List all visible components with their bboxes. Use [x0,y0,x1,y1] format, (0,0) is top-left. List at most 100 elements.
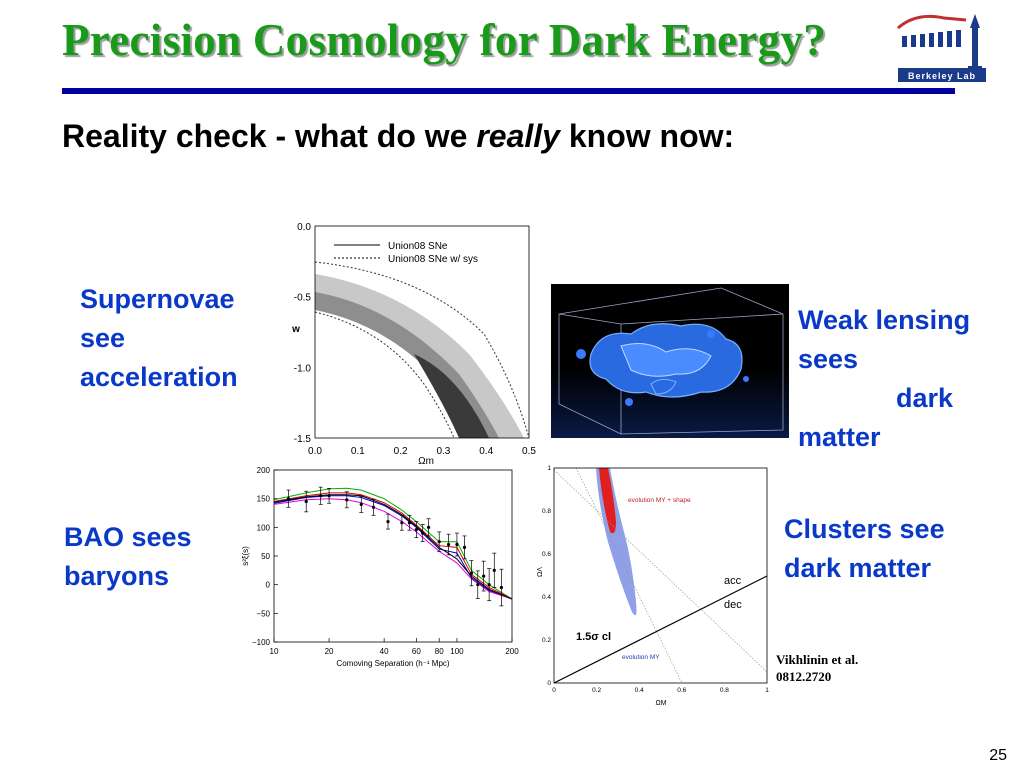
y-tick-label: −50 [256,609,270,618]
subtitle-emphasis: really [476,118,560,154]
y-tick-label: 150 [257,495,271,504]
supernovae-contour-chart: 0.0 0.1 0.2 0.3 0.4 0.5 0.0 -0.5 -1.0 -1.5 Ωm w Unio… [284,214,539,471]
model-curve [274,495,512,600]
title-rule [62,88,955,94]
y-tick-label: 50 [261,552,270,561]
subtitle-text: Reality check - what do we [62,118,477,154]
x-axis-label: Comoving Separation (h⁻¹ Mpc) [336,659,449,668]
data-point [462,545,467,549]
x-tick-label: 0.1 [351,446,365,457]
x-tick-label: 80 [435,647,444,656]
bao-correlation-chart: 10 20 40 60 80 100 200 200 150 100 50 0 −50 −100 Comov… [238,462,522,677]
citation-line: Vikhlinin et al. [776,652,859,667]
x-tick-label: 0.2 [592,687,601,694]
x-tick-label: 100 [450,647,464,656]
y-axis-label: s²ξ(s) [241,546,250,566]
y-tick-label: 0.2 [542,637,551,644]
legend-entry: evolution MY + shape [628,497,691,504]
data-point [286,497,291,501]
y-axis-label: ΩΛ [537,567,544,577]
dark-matter-blobs [576,323,749,406]
y-tick-label: 0.6 [542,551,551,558]
x-tick-label: 0.5 [522,446,536,457]
x-tick-label: 0.0 [308,446,322,457]
label-line: Supernovae [80,284,235,314]
data-point [345,498,349,502]
berkeley-lab-logo: Berkeley Lab [896,10,988,84]
label-line: BAO sees [64,522,192,552]
slide-subtitle: Reality check - what do we really know n… [62,118,734,155]
page-number: 25 [989,747,1007,764]
label-line: Weak lensing [798,305,971,335]
y-tick-label: 200 [257,466,271,475]
data-point [319,494,323,498]
weak-lensing-image [551,284,789,438]
x-tick-label: 40 [380,647,389,656]
x-axis-label: ΩM [655,700,666,707]
data-point [476,583,480,587]
y-tick-label: 0.4 [542,594,551,601]
y-tick-label: 0.8 [542,508,551,515]
bao-label: BAO sees baryons [64,518,192,596]
x-tick-label: 20 [325,647,334,656]
sys-contour-outer [315,261,529,438]
data-point [426,525,431,529]
citation: Vikhlinin et al. 0812.2720 [776,651,858,685]
label-line: dark matter [784,553,932,583]
x-tick-label: 0.2 [394,446,408,457]
data-point [359,502,363,506]
citation-line: 0812.2720 [776,669,832,684]
data-point [499,585,503,590]
slide-title: Precision Cosmology for Dark Energy? [62,15,827,65]
data-point [371,505,376,509]
x-axis-label: Ωm [418,456,434,466]
weak-lensing-label: Weak lensing sees dark matter [798,301,970,457]
x-tick-label: 0.4 [635,687,644,694]
x-tick-label: 0 [552,687,556,694]
x-tick-label: 0.8 [720,687,729,694]
data-point [327,494,331,498]
data-point [469,571,474,575]
annotation-confidence: 1.5σ cl [576,631,611,643]
x-tick-label: 0.3 [436,446,450,457]
y-tick-label: -0.5 [294,293,312,304]
label-line: baryons [64,561,170,591]
label-line: see [80,323,126,353]
model-curve [274,498,512,600]
supernovae-label: Supernovae see acceleration [80,280,238,397]
clusters-label: Clusters see dark matter [784,510,945,588]
data-point [400,521,404,525]
subtitle-text-end: know now: [559,118,735,154]
y-tick-label: −100 [252,638,271,647]
data-point [482,574,486,578]
x-tick-label: 1 [765,687,769,694]
data-point [386,520,390,524]
annotation-dec: dec [724,599,742,611]
clusters-contour-chart: 0 0.2 0.4 0.6 0.8 1 1 0.8 0.6 0.4 0.2 0 ΩM ΩΛ evolutio… [536,462,771,715]
data-point [455,542,459,547]
contour-inner-band [414,354,489,438]
data-point [414,528,418,532]
y-tick-label: 100 [257,523,271,532]
y-tick-label: 0.0 [297,222,311,233]
x-tick-label: 60 [412,647,421,656]
x-tick-label: 200 [505,647,519,656]
legend-entry: Union08 SNe [388,241,448,252]
svg-text:Berkeley Lab: Berkeley Lab [908,71,976,81]
model-curve [274,492,512,600]
legend-entry: Union08 SNe w/ sys [388,254,478,265]
x-tick-label: 10 [270,647,279,656]
y-tick-label: 0 [547,680,551,687]
y-tick-label: -1.0 [294,363,312,374]
data-point [437,540,441,544]
annotation-acc: acc [724,575,742,587]
evolution-shape-contour [599,468,616,534]
data-point [446,542,451,547]
label-line: dark [896,383,954,413]
label-line: sees [798,344,859,374]
data-point [304,499,308,504]
data-point [421,531,425,535]
data-point [407,521,412,525]
label-line: Clusters see [784,514,945,544]
y-axis-label: w [291,324,300,335]
